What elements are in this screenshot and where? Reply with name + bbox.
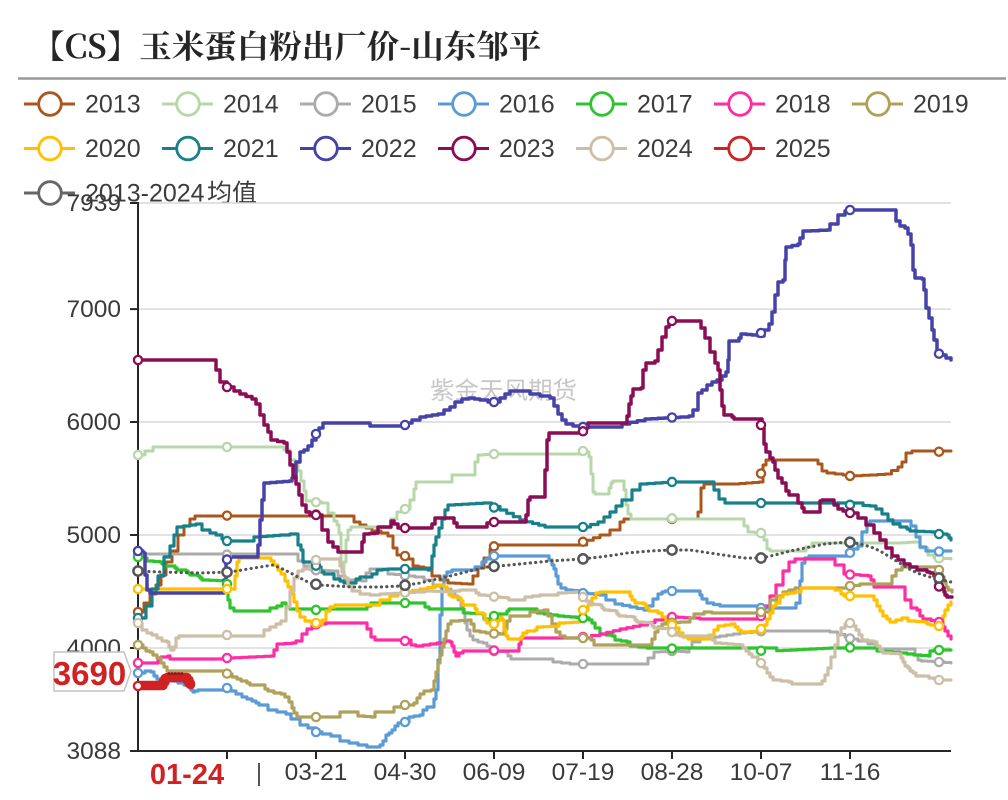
svg-text:11-16: 11-16: [820, 759, 881, 786]
svg-text:6000: 6000: [66, 409, 121, 436]
svg-text:2021: 2021: [223, 135, 279, 163]
svg-text:2022: 2022: [361, 135, 417, 163]
svg-text:2014: 2014: [223, 91, 279, 119]
svg-text:08-28: 08-28: [641, 759, 704, 786]
svg-text:7000: 7000: [66, 296, 121, 323]
svg-text:2025: 2025: [775, 135, 831, 163]
svg-text:2013: 2013: [85, 91, 141, 119]
svg-text:01-24: 01-24: [150, 759, 224, 791]
svg-text:07-19: 07-19: [552, 759, 615, 786]
svg-text:3088: 3088: [66, 738, 121, 765]
svg-text:2015: 2015: [361, 91, 417, 119]
svg-text:|: |: [256, 759, 263, 787]
svg-text:2016: 2016: [499, 91, 555, 119]
svg-text:10-07: 10-07: [730, 759, 793, 786]
svg-text:2020: 2020: [85, 135, 141, 163]
svg-text:3690: 3690: [53, 655, 126, 692]
svg-text:04-30: 04-30: [374, 759, 437, 786]
svg-text:06-09: 06-09: [463, 759, 526, 786]
svg-text:03-21: 03-21: [285, 759, 348, 786]
svg-text:2018: 2018: [775, 91, 831, 119]
svg-text:2019: 2019: [913, 91, 969, 119]
svg-text:2017: 2017: [637, 91, 693, 119]
svg-text:2023: 2023: [499, 135, 555, 163]
svg-text:5000: 5000: [66, 522, 121, 549]
svg-text:2024: 2024: [637, 135, 693, 163]
svg-text:7939: 7939: [66, 190, 121, 217]
